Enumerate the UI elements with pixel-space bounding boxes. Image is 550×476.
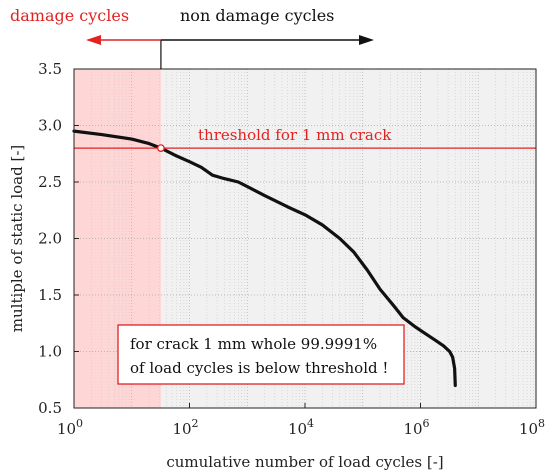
threshold-layer: [74, 144, 536, 152]
annotation-border: [117, 324, 405, 385]
threshold-label: threshold for 1 mm crack: [198, 126, 392, 144]
series-layer: [72, 129, 457, 387]
intersection-marker: [157, 144, 165, 152]
damage-arrow-head: [86, 35, 101, 45]
y-tick-label: 3.5: [38, 60, 62, 78]
annotation-box: for crack 1 mm whole 99.9991% of load cy…: [117, 324, 405, 385]
x-tick-label: 100: [57, 417, 83, 438]
x-tick-label: 106: [403, 417, 429, 438]
damage-cycles-label: damage cycles: [10, 6, 129, 25]
y-ticks: 0.5 1.0 1.5 2.0 2.5 3.0 3.5: [38, 60, 79, 417]
x-tick-label: 108: [519, 417, 545, 438]
y-tick-label: 3.0: [38, 117, 62, 135]
non-damage-cycles-label: non damage cycles: [180, 6, 334, 25]
y-tick-label: 1.0: [38, 343, 62, 361]
x-ticks: 100 102 104 106 108: [57, 403, 545, 438]
y-tick-label: 2.0: [38, 230, 62, 248]
series-line: [72, 129, 457, 387]
x-tick-label: 104: [288, 417, 314, 438]
top-annotations: damage cycles non damage cycles: [10, 6, 374, 69]
y-tick-label: 2.5: [38, 173, 62, 191]
non-damage-arrow-head: [359, 35, 374, 45]
x-axis-label: cumulative number of load cycles [-]: [166, 453, 443, 471]
y-axis-label: multiple of static load [-]: [8, 145, 26, 332]
x-tick-label: 102: [172, 417, 198, 438]
annotation-line-2: of load cycles is below threshold !: [130, 359, 388, 377]
y-tick-label: 1.5: [38, 286, 62, 304]
y-tick-label: 0.5: [38, 399, 62, 417]
annotation-line-1: for crack 1 mm whole 99.9991%: [130, 335, 377, 353]
